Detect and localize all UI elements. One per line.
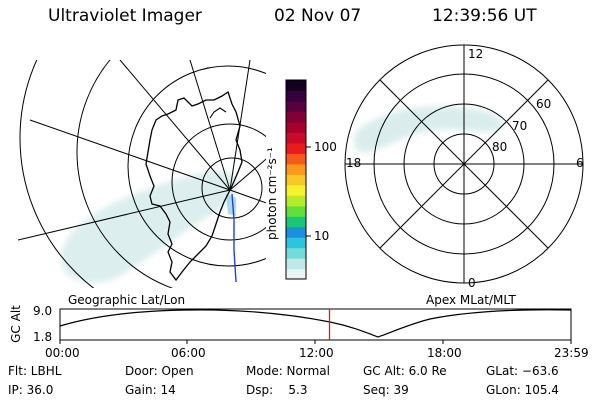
gc-alt-xtick: 00:00	[45, 346, 80, 360]
status-seq: Seq: 39	[363, 383, 409, 397]
colorbar-segment	[286, 247, 306, 259]
colorbar-segment	[286, 237, 306, 249]
gc-alt-ytick-top: 9.0	[33, 304, 53, 318]
gc-alt-curve	[59, 309, 572, 338]
instrument-title: Ultraviolet Imager	[48, 6, 202, 26]
geographic-map	[18, 60, 266, 288]
gc-alt-ytick-bottom: 1.8	[33, 330, 53, 344]
colorbar-segment	[286, 90, 306, 102]
colorbar-segment	[286, 205, 306, 217]
colorbar-label: photon cm⁻²s⁻¹	[265, 147, 279, 240]
aurora-glow-polar	[353, 106, 504, 153]
lat-label-60: 60	[536, 97, 552, 111]
gc-alt-chart	[59, 308, 572, 344]
apex-label: Apex MLat/MLT	[426, 293, 516, 307]
colorbar-segment	[286, 195, 306, 207]
colorbar-segment	[286, 258, 306, 270]
status-glon: GLon: 105.4	[486, 383, 559, 397]
colorbar-segment	[286, 132, 306, 144]
colorbar-segment	[286, 121, 306, 133]
gc-alt-ylabel: GC Alt	[9, 305, 23, 343]
mlt-label-0: 0	[468, 276, 476, 290]
status-flt: Flt: LBHL	[8, 364, 62, 378]
lat-label-70: 70	[512, 119, 528, 133]
status-glat: GLat: −63.6	[486, 364, 559, 378]
gc-alt-xtick: 06:00	[171, 346, 206, 360]
colorbar-tick-10: 10	[314, 229, 330, 243]
mlt-label-18: 18	[346, 156, 362, 170]
colorbar-segment	[286, 163, 306, 175]
geographic-label: Geographic Lat/Lon	[68, 293, 186, 307]
colorbar-segment	[286, 100, 306, 113]
colorbar-frame	[285, 79, 307, 280]
status-gain: Gain: 14	[125, 383, 176, 397]
polar-plot	[344, 44, 584, 284]
time-label: 12:39:56 UT	[432, 6, 537, 26]
colorbar-tick-100: 100	[314, 140, 337, 154]
lat-label-80: 80	[492, 140, 508, 154]
colorbar-segment	[286, 184, 306, 196]
coastline	[145, 90, 243, 282]
status-gc-alt: GC Alt: 6.0 Re	[363, 364, 447, 378]
aurora-glow-geographic	[61, 170, 238, 284]
colorbar-segment	[286, 226, 306, 238]
date-label: 02 Nov 07	[274, 6, 362, 26]
mlt-label-12: 12	[468, 47, 484, 61]
gc-alt-xtick: 18:00	[427, 346, 462, 360]
mlt-label-6: 6	[576, 156, 584, 170]
gc-alt-xtick: 23:59	[554, 346, 589, 360]
status-door: Door: Open	[125, 364, 194, 378]
colorbar-segment	[286, 174, 306, 186]
status-ip: IP: 36.0	[8, 383, 54, 397]
colorbar-segment	[286, 111, 306, 123]
gc-alt-xtick: 12:00	[299, 346, 334, 360]
colorbar	[286, 80, 306, 280]
colorbar-segment	[286, 268, 306, 280]
footprint-line	[231, 193, 237, 283]
status-dsp: Dsp: 5.3	[246, 383, 308, 397]
colorbar-segment	[286, 153, 306, 165]
colorbar-segment	[286, 216, 306, 228]
colorbar-segment	[286, 80, 306, 92]
status-mode: Mode: Normal	[246, 364, 330, 378]
colorbar-segment	[286, 142, 306, 154]
aurora-bright-spot	[226, 194, 236, 216]
